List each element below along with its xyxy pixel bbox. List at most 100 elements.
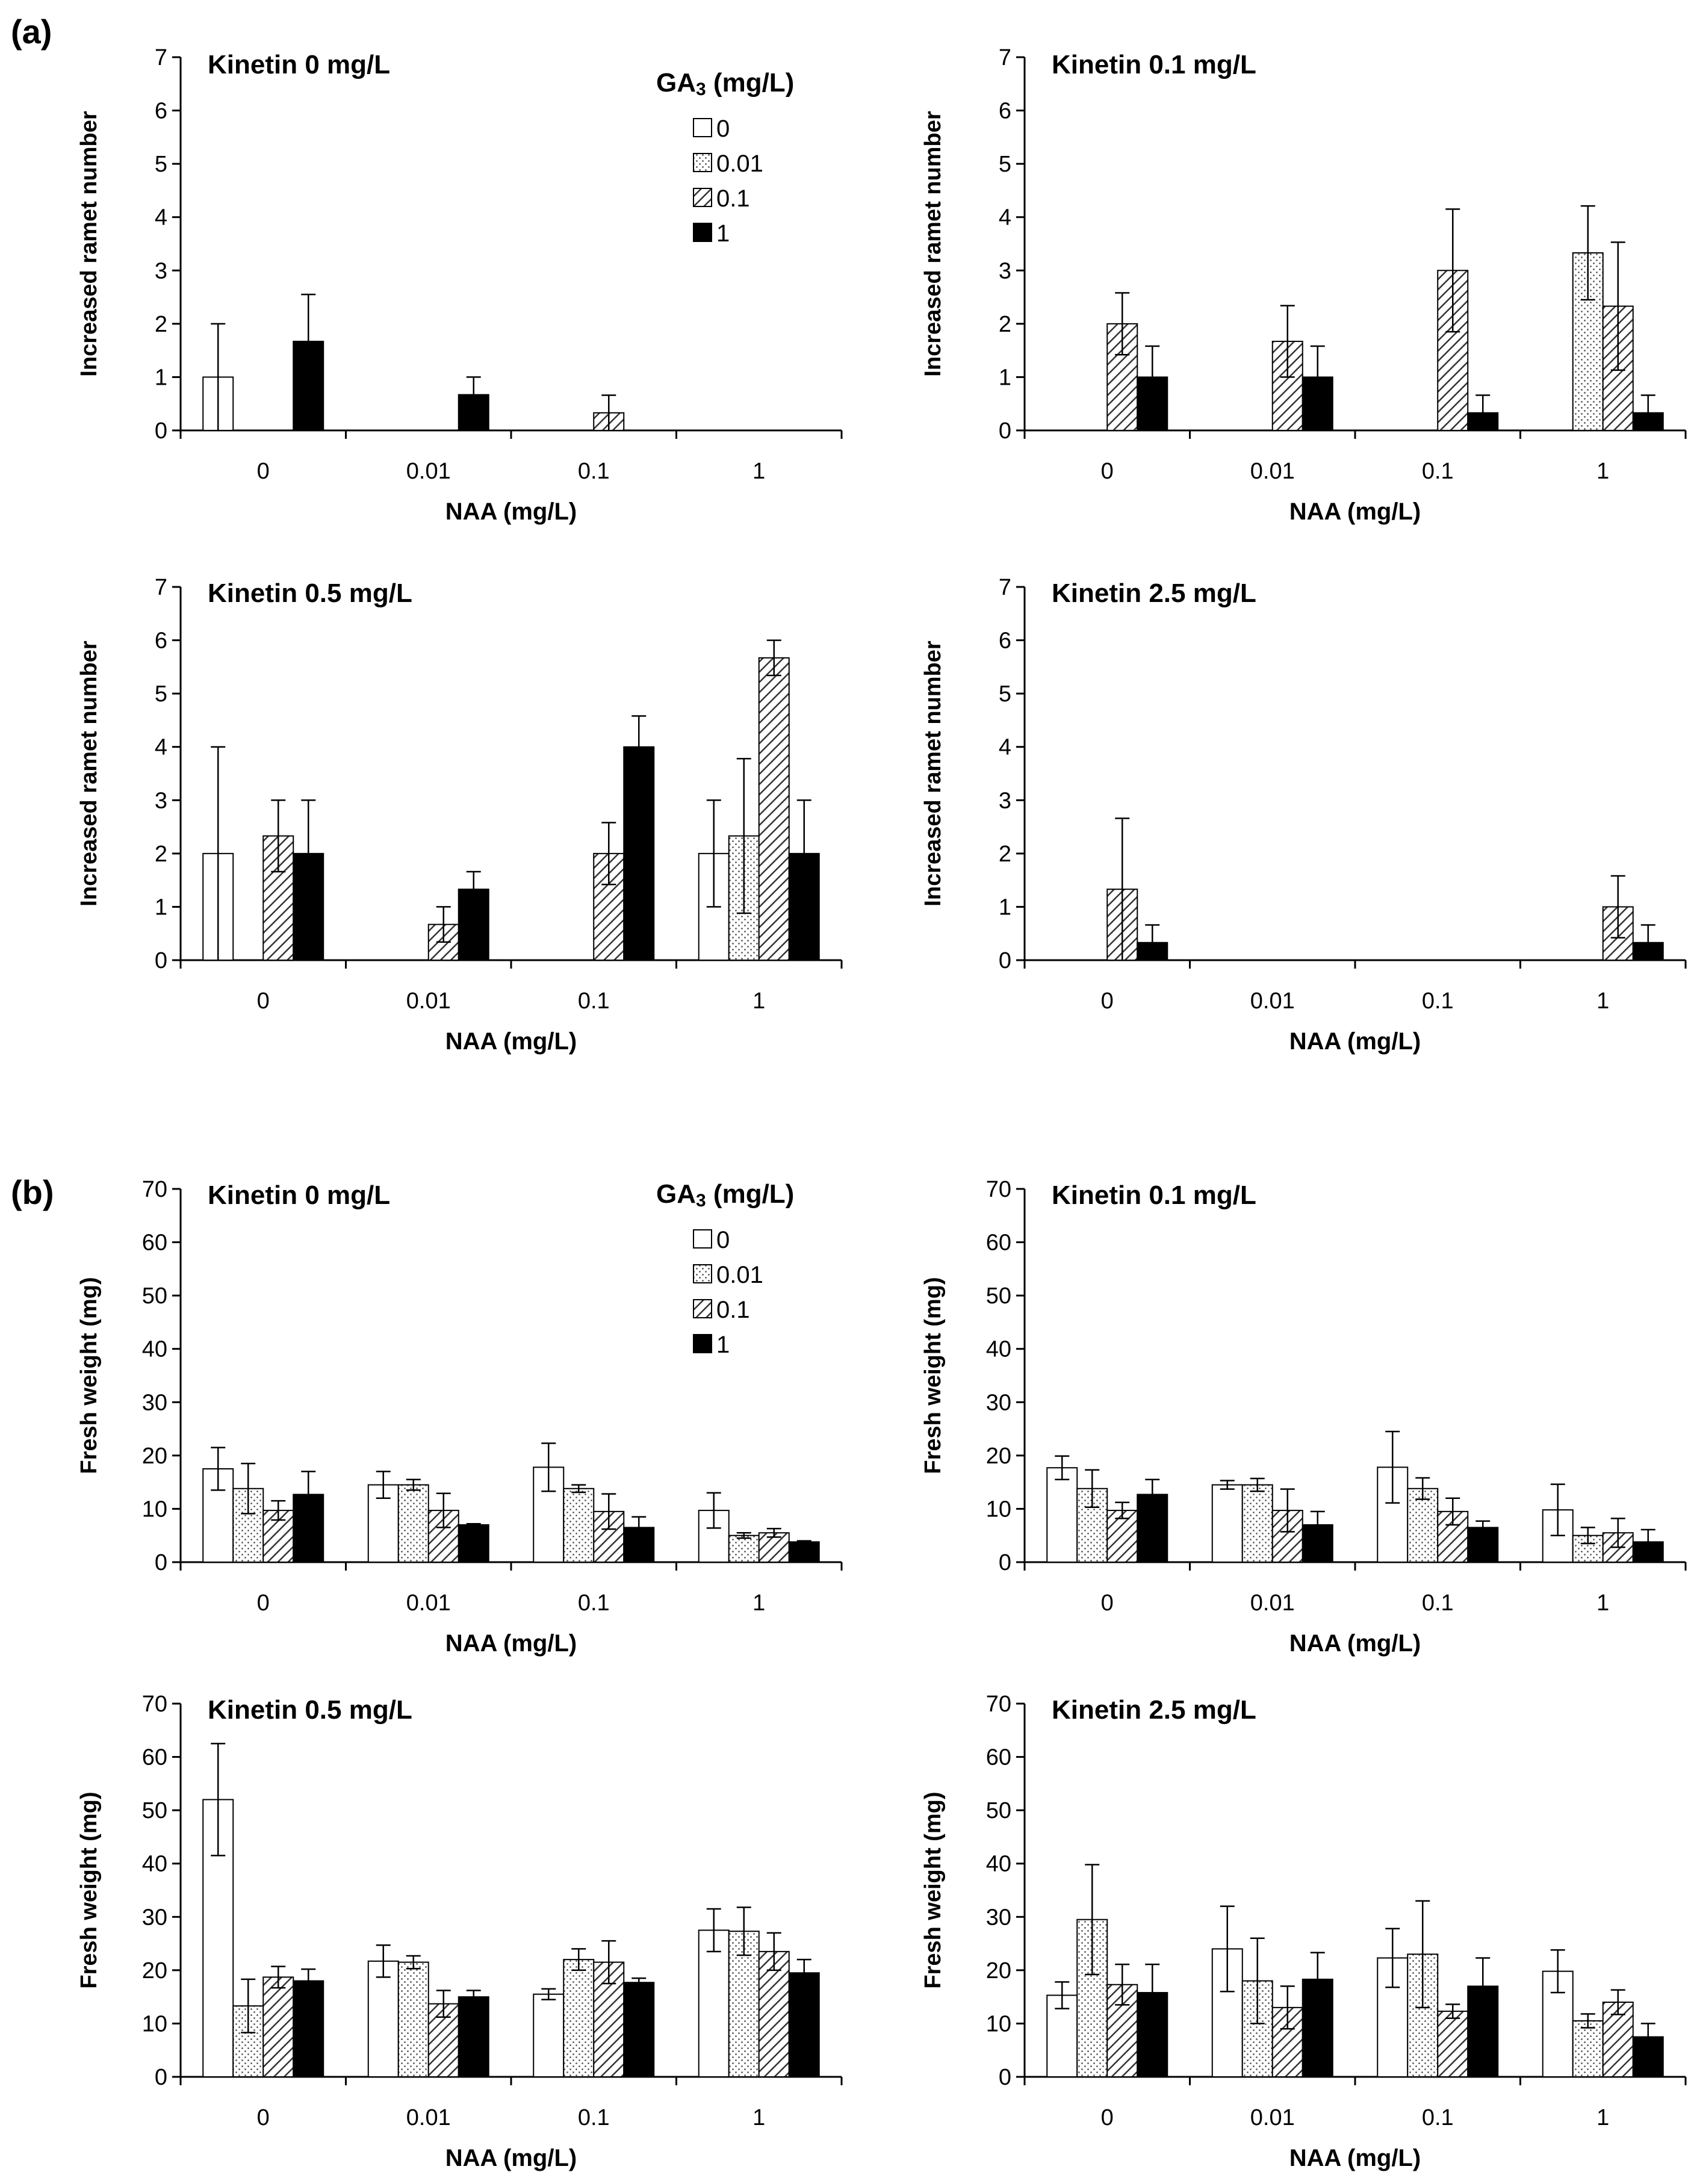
y-tick-label: 70 <box>142 1692 167 1717</box>
x-tick-label: 1 <box>752 2105 765 2130</box>
y-tick-label: 60 <box>142 1230 167 1256</box>
legend-label: 1 <box>716 1332 730 1358</box>
x-axis-label: NAA (mg/L) <box>1289 1630 1421 1657</box>
x-tick-label: 1 <box>1596 459 1609 484</box>
charts-area: Kinetin 0 mg/L 0 1 2 3 4 5 6 7 Increased ramet nu… <box>76 45 1687 2171</box>
x-axis-label: NAA (mg/L) <box>1289 498 1421 525</box>
figure-label-b: (b) <box>11 1173 54 1211</box>
bar-ga-0_1-naa-0_1 <box>1437 2011 1469 2077</box>
x-tick-label: 0.01 <box>1250 2105 1295 2130</box>
y-tick-label: 20 <box>142 1444 167 1469</box>
bar-ga-1-naa-0_01 <box>458 1524 489 1563</box>
x-tick-label: 0 <box>1101 2105 1114 2130</box>
bar-ga-1-naa-1 <box>788 1972 820 2077</box>
bar-ga-1-naa-0_1 <box>623 746 655 961</box>
y-tick-label: 50 <box>142 1283 167 1309</box>
bar-ga-0_01-naa-0_1 <box>563 1959 595 2077</box>
y-tick-label: 5 <box>155 681 167 707</box>
bar-ga-0_1-naa-1 <box>758 657 790 961</box>
x-tick-label: 0.01 <box>406 988 451 1014</box>
y-tick-label: 20 <box>142 1958 167 1984</box>
y-tick-label: 4 <box>999 735 1011 760</box>
legend-label: 0.01 <box>716 150 763 177</box>
legend-label: 0.1 <box>716 185 750 212</box>
x-tick-label: 0.1 <box>578 1590 610 1616</box>
bar-ga-0_01-naa-0_1 <box>1407 1488 1439 1563</box>
chart-title: Kinetin 2.5 mg/L <box>1052 1695 1256 1725</box>
x-tick-label: 0.01 <box>406 1590 451 1616</box>
legend-title: GA3 (mg/L) <box>656 68 794 99</box>
bar-ga-0_01-naa-0_01 <box>397 1961 429 2078</box>
y-tick-label: 2 <box>155 312 167 337</box>
legend-swatch-hatch <box>693 188 712 207</box>
x-tick-label: 0.01 <box>406 459 451 484</box>
y-tick-label: 40 <box>142 1852 167 1877</box>
y-tick-label: 1 <box>999 365 1011 390</box>
y-tick-label: 6 <box>999 99 1011 124</box>
bar-ga-0-naa-0_01 <box>1211 1484 1243 1563</box>
bar-ga-0_01-naa-0_01 <box>397 1484 429 1563</box>
chart-title: Kinetin 0 mg/L <box>208 1180 390 1210</box>
y-tick-label: 0 <box>999 948 1011 973</box>
y-tick-label: 0 <box>999 1550 1011 1575</box>
x-tick-label: 0.01 <box>1250 459 1295 484</box>
x-axis-label: NAA (mg/L) <box>1289 2145 1421 2171</box>
y-tick-label: 40 <box>986 1337 1011 1362</box>
legend-swatch-dots <box>693 1264 712 1283</box>
x-tick-label: 0.1 <box>578 2105 610 2130</box>
x-tick-label: 0 <box>257 459 270 484</box>
y-tick-label: 30 <box>986 1905 1011 1930</box>
legend-swatch-hatch <box>693 1299 712 1318</box>
y-tick-label: 20 <box>986 1958 1011 1984</box>
legend-title-subscript: 3 <box>696 79 706 99</box>
legend-swatch-dots <box>693 153 712 172</box>
y-tick-label: 5 <box>155 152 167 177</box>
x-tick-label: 0 <box>257 1590 270 1616</box>
bar-ga-1-naa-0_01 <box>458 1996 489 2077</box>
chart-title: Kinetin 0.1 mg/L <box>1052 50 1256 79</box>
y-tick-label: 6 <box>999 628 1011 654</box>
y-tick-label: 20 <box>986 1444 1011 1469</box>
y-tick-label: 6 <box>155 628 167 654</box>
legend-title-subscript: 3 <box>696 1191 706 1211</box>
x-tick-label: 0 <box>1101 459 1114 484</box>
y-tick-label: 0 <box>155 948 167 973</box>
chart-panel-1: Kinetin 0 mg/L 0 1 2 3 4 5 6 7 Increased ramet nu… <box>76 45 843 525</box>
x-tick-label: 0.01 <box>1250 1590 1295 1616</box>
y-tick-label: 3 <box>155 258 167 284</box>
x-tick-label: 0.01 <box>406 2105 451 2130</box>
y-tick-label: 5 <box>999 681 1011 707</box>
bar-ga-0-naa-0_1 <box>533 1993 565 2078</box>
y-tick-label: 7 <box>155 45 167 70</box>
legend-title-main: GA <box>656 68 696 98</box>
x-tick-label: 0 <box>257 2105 270 2130</box>
y-tick-label: 2 <box>155 842 167 867</box>
x-axis-label: NAA (mg/L) <box>445 1630 577 1657</box>
y-tick-label: 30 <box>986 1390 1011 1415</box>
chart-title: Kinetin 0.5 mg/L <box>208 579 412 608</box>
bar-ga-1-naa-0_1 <box>623 1982 655 2077</box>
bar-ga-0-naa-1 <box>698 1929 730 2077</box>
y-tick-label: 30 <box>142 1905 167 1930</box>
bar-ga-1-naa-0 <box>293 1980 324 2078</box>
legend-title: GA3 (mg/L) <box>656 1179 794 1211</box>
x-tick-label: 0.1 <box>578 459 610 484</box>
chart-title: Kinetin 0.5 mg/L <box>208 1695 412 1725</box>
bar-ga-0_1-naa-1 <box>758 1950 790 2078</box>
y-axis-label: Increased ramet number <box>920 111 946 377</box>
y-tick-label: 70 <box>986 1177 1011 1202</box>
y-tick-label: 3 <box>999 258 1011 284</box>
y-tick-label: 30 <box>142 1390 167 1415</box>
x-axis-label: NAA (mg/L) <box>445 2145 577 2171</box>
y-tick-label: 1 <box>155 365 167 390</box>
x-tick-label: 0.1 <box>1422 459 1454 484</box>
legend-label: 0.01 <box>716 1262 763 1288</box>
x-tick-label: 0.1 <box>1422 988 1454 1014</box>
legend-label: 0 <box>716 116 730 142</box>
legend-swatch-white <box>693 118 712 137</box>
y-tick-label: 5 <box>999 152 1011 177</box>
x-tick-label: 0.1 <box>1422 2105 1454 2130</box>
